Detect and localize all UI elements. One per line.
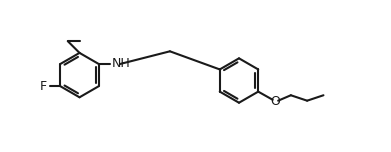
Text: NH: NH [111,57,130,70]
Text: O: O [271,95,280,108]
Text: F: F [39,80,47,93]
